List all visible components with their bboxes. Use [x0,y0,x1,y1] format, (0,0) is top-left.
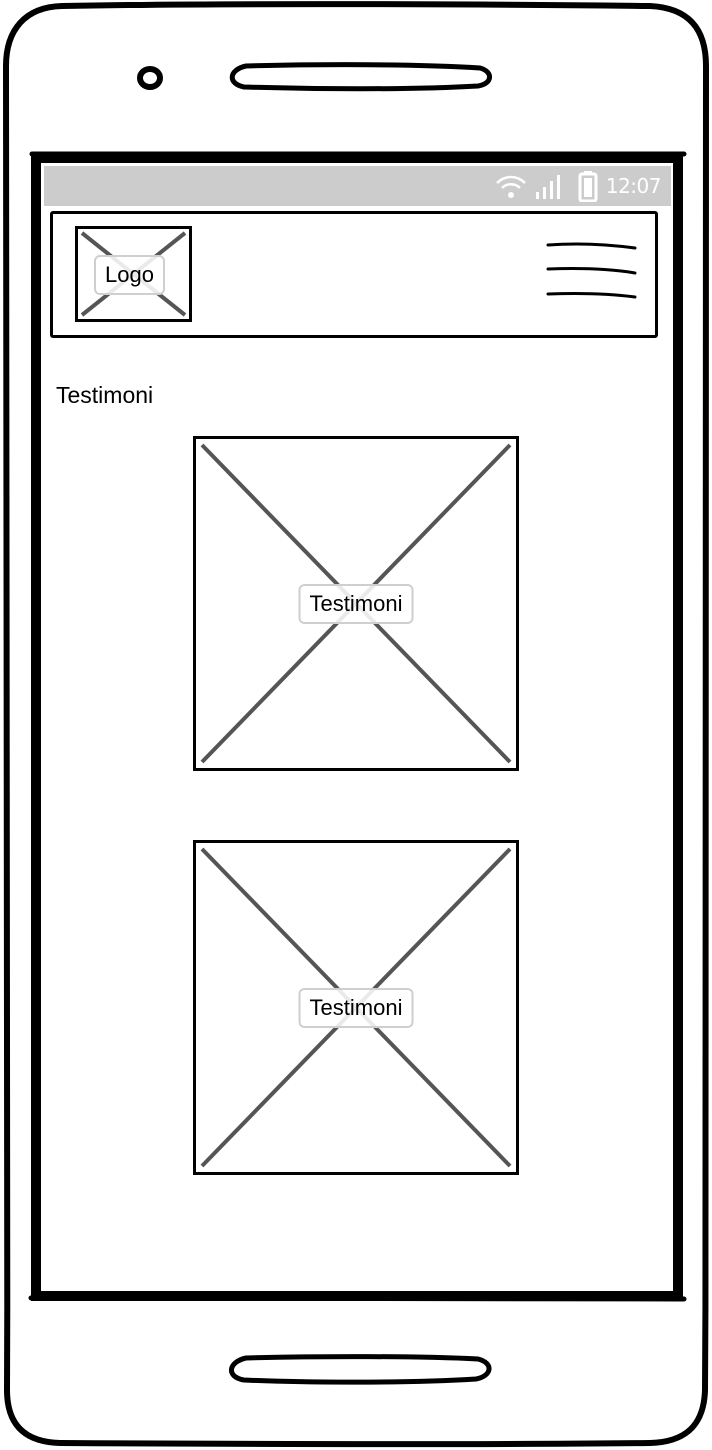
battery-icon [578,171,598,202]
logo[interactable]: Logo [75,226,192,322]
status-time: 12:07 [605,174,662,198]
testimonial-label: Testimoni [298,583,414,624]
logo-label: Logo [94,255,165,295]
section-title: Testimoni [56,382,154,408]
testimonial-card[interactable]: Testimoni [193,436,519,771]
hamburger-menu-icon[interactable] [545,240,639,304]
app-header: Logo [50,211,658,338]
signal-icon [536,175,560,199]
testimonial-label: Testimoni [298,987,414,1028]
testimonial-card[interactable]: Testimoni [193,840,519,1175]
status-bar: 12:07 [44,166,671,206]
wifi-icon [496,175,526,198]
